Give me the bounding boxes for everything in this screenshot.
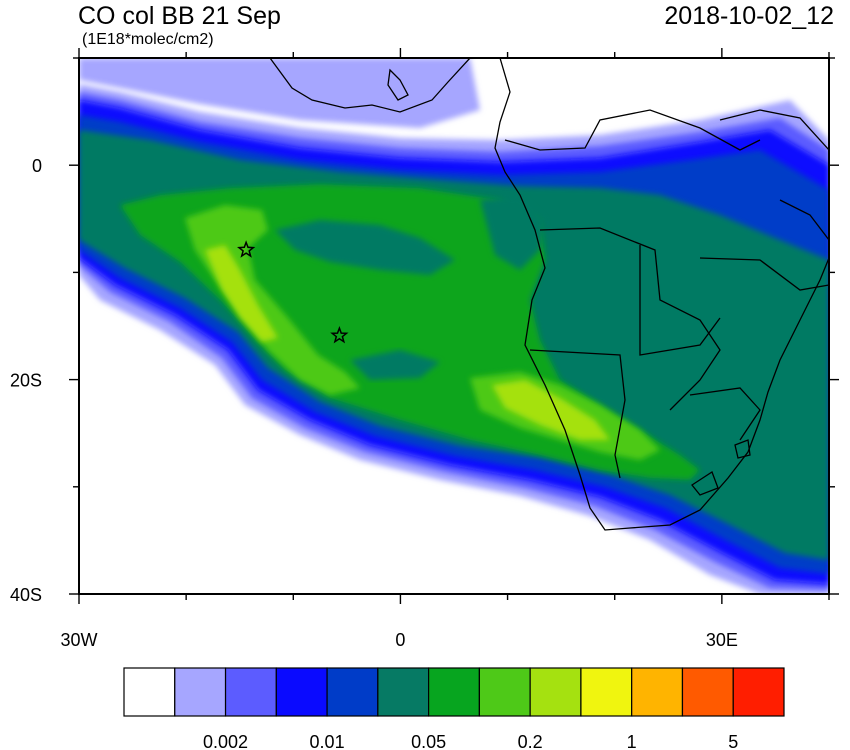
colorbar-swatch	[123, 667, 176, 717]
colorbar-label: 1	[627, 732, 637, 750]
y-tick-label: 0	[32, 156, 42, 176]
co-concentration-field	[79, 58, 829, 594]
axis-tick-labels: 30W 0 30E 0 20S 40S	[10, 156, 738, 650]
x-tick-label: 0	[395, 630, 405, 650]
star-marker	[330, 325, 349, 344]
star-marker	[237, 240, 256, 258]
colorbar-swatch	[275, 667, 328, 717]
station-markers	[237, 240, 349, 344]
colorbar-swatch	[681, 667, 734, 717]
colorbar-label: 5	[728, 732, 738, 750]
x-tick-label: 30W	[60, 630, 97, 650]
colorbar-swatch	[174, 667, 227, 717]
axis-ticks	[69, 48, 839, 604]
colorbar-swatch	[529, 667, 582, 717]
colorbar-swatch	[580, 667, 633, 717]
colorbar-labels: 0.002 0.01 0.05 0.2 1 5	[203, 732, 738, 750]
colorbar-swatch	[478, 667, 531, 717]
colorbar-swatch	[224, 667, 277, 717]
units-label: (1E18*molec/cm2)	[82, 31, 214, 48]
colorbar-swatch	[377, 667, 430, 717]
y-tick-label: 40S	[10, 585, 42, 605]
colorbar-label: 0.01	[310, 732, 345, 750]
colorbar-label: 0.05	[411, 732, 446, 750]
colorbar	[123, 667, 785, 717]
colorbar-swatch	[326, 667, 379, 717]
colorbar-label: 0.2	[518, 732, 543, 750]
x-tick-label: 30E	[706, 630, 738, 650]
y-tick-label: 20S	[10, 371, 42, 391]
map-title: CO col BB 21 Sep	[78, 2, 281, 30]
colorbar-swatch	[428, 667, 480, 717]
map-frame	[78, 57, 830, 595]
colorbar-label: 0.002	[203, 732, 248, 750]
colorbar-swatch	[732, 667, 785, 717]
map-timestamp: 2018-10-02_12	[664, 2, 834, 30]
colorbar-swatch	[631, 667, 684, 717]
coastlines-borders	[269, 58, 829, 531]
